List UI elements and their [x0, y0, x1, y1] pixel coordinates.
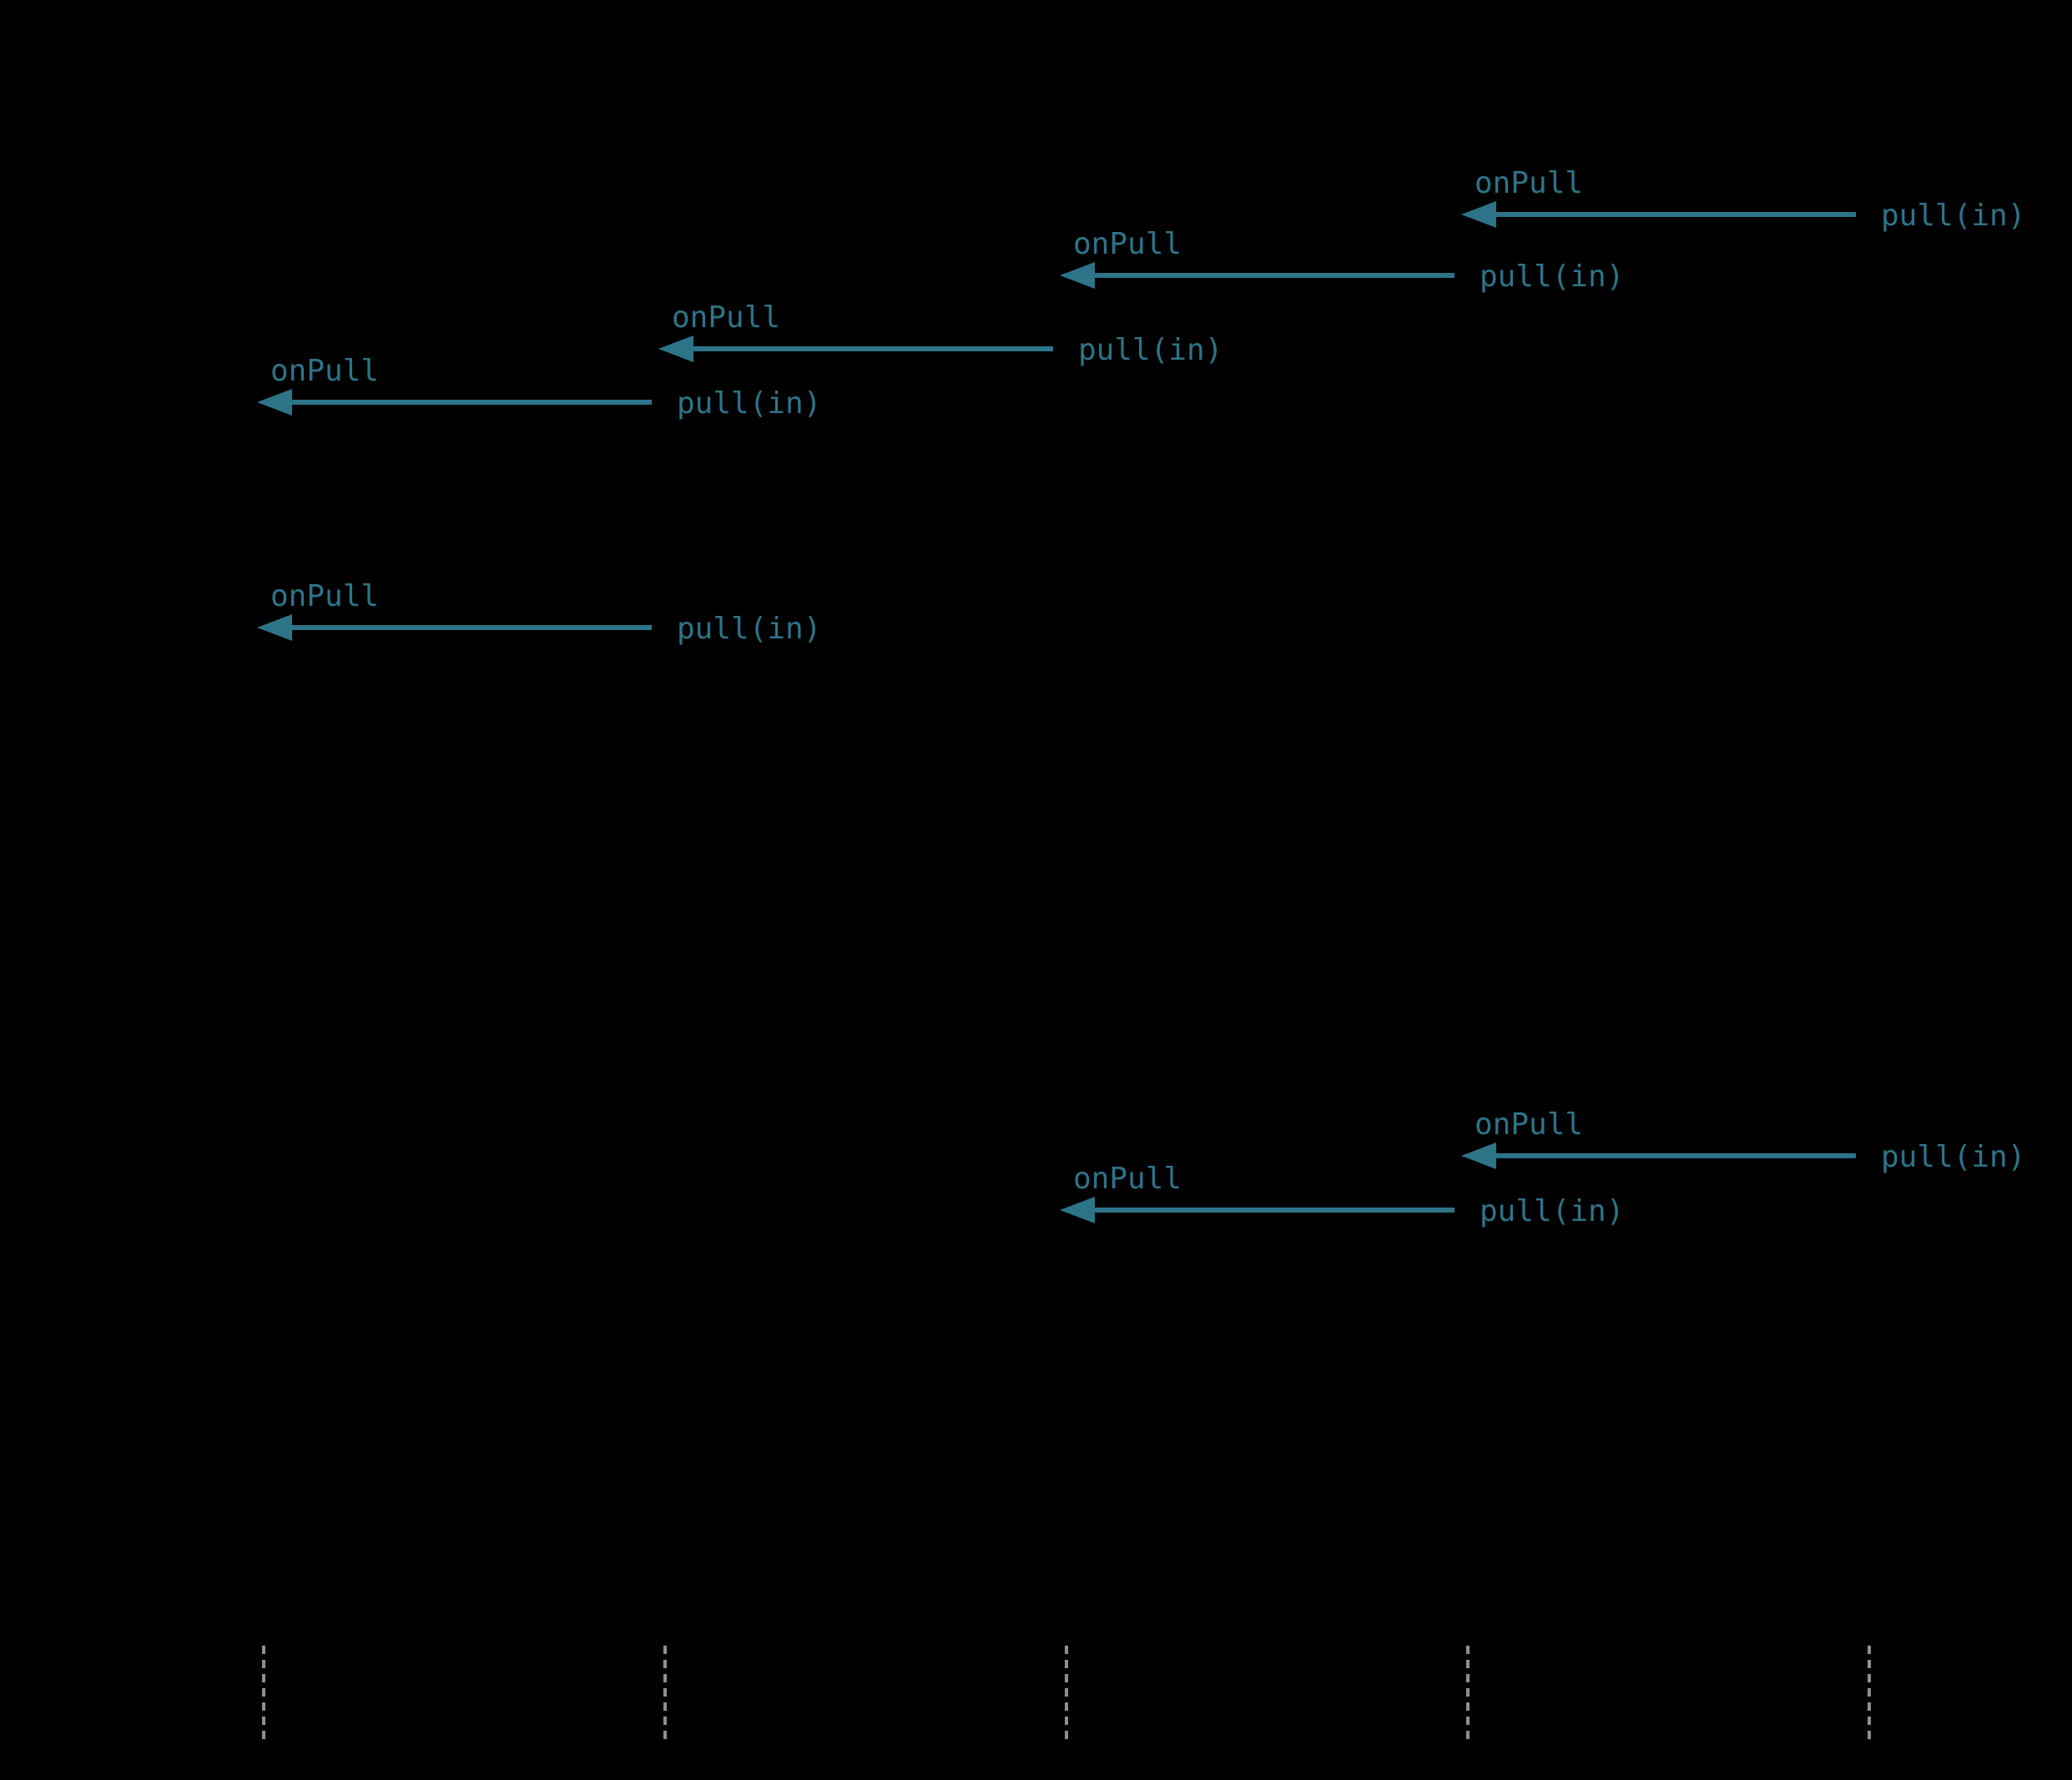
lifeline-5: [1868, 1646, 1871, 1744]
message-label: onPull: [1475, 1107, 1584, 1142]
arrowhead-left-icon: [1060, 1197, 1095, 1223]
message-label: onPull: [672, 300, 781, 335]
call-label: pull(in): [677, 386, 822, 421]
arrow-line: [292, 400, 652, 405]
call-label: pull(in): [1480, 260, 1625, 294]
call-label: pull(in): [1881, 199, 2026, 233]
arrow-line: [292, 625, 652, 630]
arrowhead-left-icon: [1461, 1142, 1496, 1169]
message-label: onPull: [1073, 1162, 1182, 1196]
arrowhead-left-icon: [1461, 201, 1496, 228]
arrowhead-left-icon: [257, 389, 292, 416]
lifeline-3: [1065, 1646, 1068, 1744]
lifeline-2: [663, 1646, 667, 1744]
arrowhead-left-icon: [1060, 262, 1095, 289]
arrowhead-left-icon: [658, 335, 693, 362]
arrow-line: [693, 346, 1053, 351]
call-label: pull(in): [677, 612, 822, 646]
message-label: onPull: [270, 354, 380, 388]
message-label: onPull: [1073, 227, 1182, 261]
arrow-line: [1496, 1153, 1856, 1158]
lifeline-1: [262, 1646, 265, 1744]
lifeline-4: [1466, 1646, 1470, 1744]
message-label: onPull: [270, 579, 380, 613]
call-label: pull(in): [1480, 1194, 1625, 1228]
call-label: pull(in): [1881, 1140, 2026, 1174]
arrow-line: [1496, 212, 1856, 217]
arrow-line: [1095, 273, 1454, 278]
arrowhead-left-icon: [257, 614, 292, 641]
call-label: pull(in): [1078, 333, 1223, 367]
message-label: onPull: [1475, 166, 1584, 200]
arrow-line: [1095, 1208, 1454, 1213]
